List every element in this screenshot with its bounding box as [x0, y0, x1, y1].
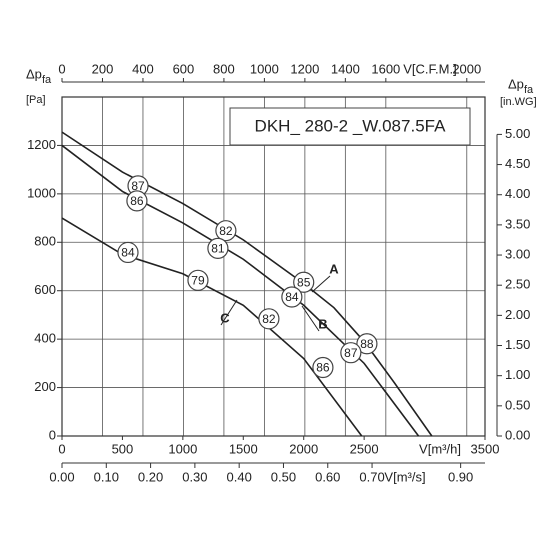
efficiency-marker	[340, 342, 362, 364]
efficiency-label: 87	[344, 346, 358, 360]
y2-axis-label: Δp	[508, 76, 524, 91]
efficiency-marker	[281, 286, 303, 308]
efficiency-label: 82	[219, 224, 233, 238]
x3-tick-label: 0.60	[315, 469, 340, 484]
y2-tick-label: 1.00	[505, 367, 530, 382]
x3-axis-label: V[m³/s]	[384, 469, 425, 484]
x3-tick-label: 0.20	[138, 469, 163, 484]
curve-leader	[311, 275, 331, 293]
chart-title: DKH_ 280-2 _W.087.5FA	[255, 116, 447, 135]
x-tick-label: 2500	[350, 441, 379, 456]
efficiency-marker	[258, 308, 280, 330]
x2-tick-label: 1600	[371, 61, 400, 76]
curve	[61, 144, 420, 437]
efficiency-marker	[126, 190, 148, 212]
efficiency-label: 86	[130, 194, 144, 208]
efficiency-label: 84	[285, 290, 299, 304]
efficiency-label: 87	[131, 179, 145, 193]
x2-tick-label: 1400	[331, 61, 360, 76]
y2-tick-label: 2.50	[505, 277, 530, 292]
x2-tick-label: 1200	[290, 61, 319, 76]
x3-tick-label: 0.40	[227, 469, 252, 484]
y2-tick-label: 3.50	[505, 216, 530, 231]
y2-axis-label-sub: fa	[524, 84, 534, 96]
y-axis-label-sub: fa	[42, 74, 52, 86]
x-tick-label: 1500	[229, 441, 258, 456]
efficiency-marker	[117, 241, 139, 264]
y-tick-label: 400	[34, 331, 56, 346]
curve-label: B	[318, 316, 327, 331]
efficiency-marker	[356, 333, 378, 355]
x-tick-label: 0	[58, 441, 65, 456]
x2-tick-label: 200	[92, 61, 114, 76]
y-axis-unit: [Pa]	[26, 94, 46, 106]
x3-tick-label: 0.50	[271, 469, 296, 484]
x3-tick-label: 0.00	[49, 469, 74, 484]
x2-axis-label: V[C.F.M.]	[403, 61, 456, 76]
efficiency-marker	[207, 237, 229, 259]
y2-tick-label: 2.00	[505, 307, 530, 322]
efficiency-label: 85	[297, 275, 311, 289]
y2-axis-unit: [in.WG]	[500, 96, 537, 108]
efficiency-marker	[293, 271, 315, 293]
efficiency-label: 88	[360, 337, 374, 351]
curve-leader	[220, 299, 238, 326]
y2-tick-label: 1.50	[505, 337, 530, 352]
x2-tick-label: 2000	[452, 61, 481, 76]
x-tick-label: 2000	[289, 441, 318, 456]
curve-label: C	[220, 310, 230, 325]
efficiency-label: 84	[121, 246, 135, 260]
x2-tick-label: 600	[173, 61, 195, 76]
efficiency-marker	[215, 220, 237, 242]
x3-tick-label: 0.70	[359, 469, 384, 484]
x-axis-label: V[m³/h]	[419, 441, 461, 456]
efficiency-label: 79	[191, 273, 205, 287]
curve-leader	[301, 305, 320, 332]
y-tick-label: 200	[34, 379, 56, 394]
x-tick-label: 3500	[471, 441, 500, 456]
efficiency-marker	[312, 356, 334, 379]
y-tick-label: 600	[34, 282, 56, 297]
efficiency-label: 81	[211, 242, 225, 256]
y2-tick-label: 4.50	[505, 156, 530, 171]
efficiency-label: 82	[262, 312, 276, 326]
y-tick-label: 1000	[27, 185, 56, 200]
title-box	[229, 107, 471, 146]
y-tick-label: 1200	[27, 137, 56, 152]
x3-tick-label: 0.30	[182, 469, 207, 484]
y2-tick-label: 3.00	[505, 246, 530, 261]
plot-frame	[61, 96, 486, 437]
x2-tick-label: 0	[58, 61, 65, 76]
y2-tick-label: 5.00	[505, 126, 530, 141]
efficiency-label: 86	[316, 361, 330, 375]
x3-tick-label: 0.10	[94, 469, 119, 484]
x2-tick-label: 1000	[250, 61, 279, 76]
curve-label: A	[329, 261, 339, 276]
y2-tick-label: 4.00	[505, 186, 530, 201]
efficiency-marker	[187, 269, 209, 291]
y2-tick-label: 0.00	[505, 427, 530, 442]
x3-tick-label: 0.90	[448, 469, 473, 484]
x-tick-label: 1000	[168, 441, 197, 456]
y2-tick-label: 0.50	[505, 397, 530, 412]
y-axis-label: Δp	[26, 66, 42, 81]
x2-tick-label: 400	[132, 61, 154, 76]
x2-tick-label: 800	[213, 61, 235, 76]
y-tick-label: 800	[34, 234, 56, 249]
x-tick-label: 500	[112, 441, 134, 456]
y-tick-label: 0	[49, 427, 56, 442]
